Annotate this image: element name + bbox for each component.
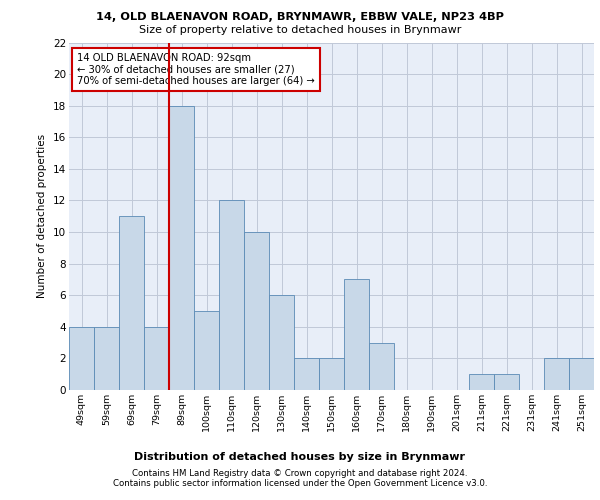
Bar: [69, 327, 94, 390]
Bar: [369, 342, 394, 390]
Bar: [269, 295, 294, 390]
Text: Contains public sector information licensed under the Open Government Licence v3: Contains public sector information licen…: [113, 478, 487, 488]
Y-axis label: Number of detached properties: Number of detached properties: [37, 134, 47, 298]
Bar: [344, 280, 369, 390]
Bar: [294, 358, 319, 390]
Bar: [219, 200, 244, 390]
Bar: [319, 358, 344, 390]
Bar: [469, 374, 494, 390]
Bar: [244, 232, 269, 390]
Bar: [194, 311, 219, 390]
Bar: [169, 106, 194, 390]
Bar: [569, 358, 594, 390]
Bar: [144, 327, 169, 390]
Bar: [494, 374, 519, 390]
Bar: [119, 216, 144, 390]
Text: Distribution of detached houses by size in Brynmawr: Distribution of detached houses by size …: [134, 452, 466, 462]
Text: Contains HM Land Registry data © Crown copyright and database right 2024.: Contains HM Land Registry data © Crown c…: [132, 468, 468, 477]
Text: 14 OLD BLAENAVON ROAD: 92sqm
← 30% of detached houses are smaller (27)
70% of se: 14 OLD BLAENAVON ROAD: 92sqm ← 30% of de…: [77, 53, 314, 86]
Bar: [544, 358, 569, 390]
Bar: [94, 327, 119, 390]
Text: 14, OLD BLAENAVON ROAD, BRYNMAWR, EBBW VALE, NP23 4BP: 14, OLD BLAENAVON ROAD, BRYNMAWR, EBBW V…: [96, 12, 504, 22]
Text: Size of property relative to detached houses in Brynmawr: Size of property relative to detached ho…: [139, 25, 461, 35]
